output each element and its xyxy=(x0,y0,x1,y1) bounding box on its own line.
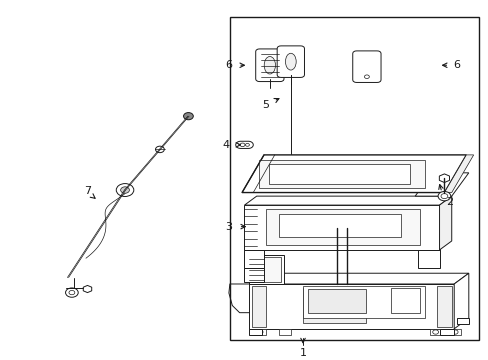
Polygon shape xyxy=(266,209,419,244)
Polygon shape xyxy=(429,329,441,335)
FancyBboxPatch shape xyxy=(352,51,380,82)
Polygon shape xyxy=(244,268,264,282)
Circle shape xyxy=(437,192,450,201)
Polygon shape xyxy=(303,288,366,323)
Polygon shape xyxy=(329,225,353,230)
Circle shape xyxy=(257,330,263,334)
Polygon shape xyxy=(439,196,451,250)
Polygon shape xyxy=(438,174,448,183)
Ellipse shape xyxy=(285,53,296,70)
Circle shape xyxy=(121,187,129,193)
Circle shape xyxy=(432,330,438,334)
Polygon shape xyxy=(414,173,468,196)
Polygon shape xyxy=(235,141,253,148)
Polygon shape xyxy=(242,155,466,193)
Polygon shape xyxy=(244,250,264,268)
FancyBboxPatch shape xyxy=(255,49,284,82)
Ellipse shape xyxy=(264,57,275,74)
Text: 5: 5 xyxy=(262,100,268,110)
Circle shape xyxy=(65,288,78,297)
Circle shape xyxy=(451,330,457,334)
Polygon shape xyxy=(278,214,400,237)
Circle shape xyxy=(183,113,193,120)
Polygon shape xyxy=(307,289,366,313)
Text: 4: 4 xyxy=(223,140,229,150)
Polygon shape xyxy=(303,286,424,318)
Polygon shape xyxy=(268,164,409,184)
Polygon shape xyxy=(249,273,468,284)
Polygon shape xyxy=(251,257,281,282)
Polygon shape xyxy=(439,329,453,335)
Text: 2: 2 xyxy=(445,197,452,207)
Polygon shape xyxy=(278,329,290,335)
Circle shape xyxy=(155,146,164,153)
Text: 6: 6 xyxy=(452,60,459,70)
Polygon shape xyxy=(251,286,266,327)
Polygon shape xyxy=(83,285,92,293)
Polygon shape xyxy=(249,255,283,284)
FancyBboxPatch shape xyxy=(277,46,304,77)
Bar xyxy=(229,17,478,339)
Polygon shape xyxy=(259,160,424,188)
Polygon shape xyxy=(417,250,439,268)
Polygon shape xyxy=(444,155,473,193)
Text: 3: 3 xyxy=(224,222,231,231)
Text: 6: 6 xyxy=(224,60,231,70)
Polygon shape xyxy=(249,329,261,335)
Polygon shape xyxy=(453,273,468,329)
Polygon shape xyxy=(254,329,266,335)
Polygon shape xyxy=(448,329,461,335)
Polygon shape xyxy=(244,196,451,205)
Polygon shape xyxy=(390,288,419,313)
Polygon shape xyxy=(249,284,453,329)
Text: 1: 1 xyxy=(299,348,306,358)
Polygon shape xyxy=(436,286,451,327)
Polygon shape xyxy=(244,205,439,250)
Text: 7: 7 xyxy=(84,186,91,197)
Circle shape xyxy=(116,184,134,197)
Polygon shape xyxy=(456,318,468,324)
